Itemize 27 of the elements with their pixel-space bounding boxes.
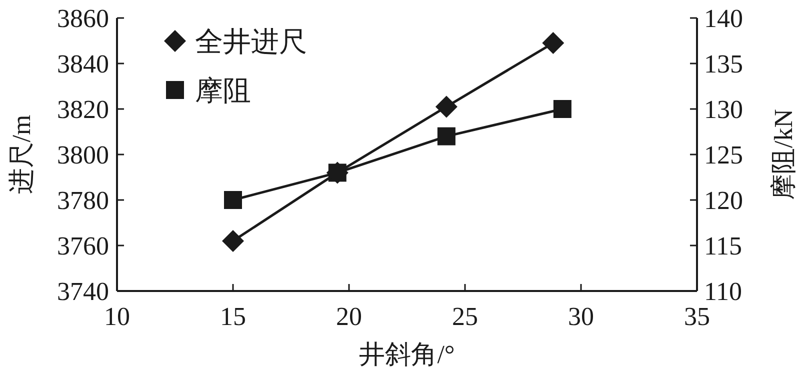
y2-tick-label: 135 [704, 50, 743, 78]
point [435, 96, 458, 118]
y2-tick-label: 120 [704, 186, 743, 215]
y2-tick-label: 115 [704, 232, 742, 260]
y-tick-label: 3820 [57, 95, 109, 124]
y-tick-label: 3840 [57, 50, 109, 78]
point [553, 100, 572, 118]
point [542, 32, 564, 54]
legend-label: 全井进尺 [195, 27, 307, 58]
x-tick-label: 20 [336, 302, 362, 331]
legend-label: 摩阻 [195, 76, 251, 107]
x-tick-label: 30 [568, 302, 594, 331]
y-tick-label: 3860 [57, 4, 109, 33]
y-axis-title: 进尺/m [7, 114, 36, 194]
y2-tick-label: 130 [704, 95, 743, 124]
y2-tick-label: 140 [704, 4, 743, 33]
x-axis-title: 井斜角/° [359, 340, 455, 369]
point [224, 191, 242, 209]
y2-axis-title: 摩阻/kN [769, 108, 798, 200]
point [437, 127, 456, 146]
y-tick-label: 3760 [57, 232, 109, 260]
y2-tick-label: 125 [704, 140, 743, 170]
x-tick-label: 15 [220, 302, 246, 331]
y-tick-label: 3800 [57, 140, 109, 170]
y-tick-label: 3780 [57, 186, 109, 215]
point [222, 230, 244, 252]
x-tick-label: 25 [452, 302, 478, 331]
